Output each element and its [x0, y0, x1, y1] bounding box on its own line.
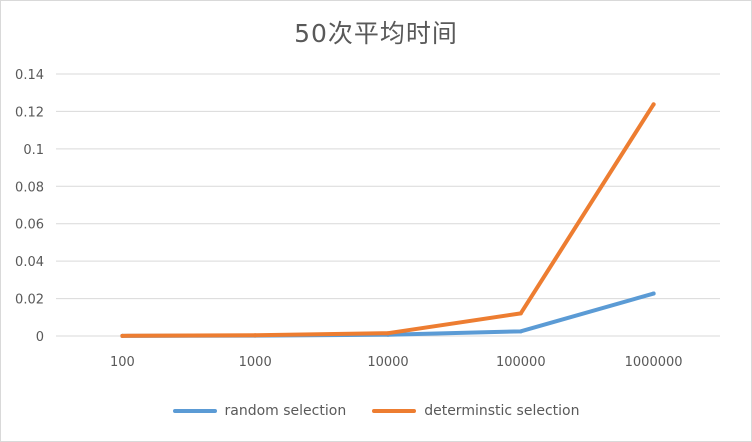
x-tick-label: 1000 [239, 355, 272, 370]
x-tick-label: 1000000 [625, 355, 683, 370]
data-point-determinstic-selection[interactable] [518, 311, 523, 316]
y-tick-label: 0.06 [15, 218, 44, 233]
chart-title: 50次平均时间 [294, 19, 458, 48]
legend-swatch-determinstic-selection [372, 409, 417, 413]
data-point-random-selection[interactable] [518, 329, 523, 334]
data-point-random-selection[interactable] [651, 291, 656, 296]
y-tick-label: 0.1 [23, 143, 44, 158]
data-point-determinstic-selection[interactable] [651, 102, 656, 107]
y-tick-label: 0.12 [15, 105, 44, 120]
x-tick-label: 100000 [496, 355, 546, 370]
y-tick-label: 0 [36, 330, 44, 345]
legend-label-determinstic-selection: determinstic selection [424, 403, 580, 419]
legend-label-random-selection: random selection [224, 403, 347, 419]
y-tick-label: 0.08 [15, 180, 44, 195]
legend-item-random-selection[interactable]: random selection [172, 403, 347, 419]
data-point-determinstic-selection[interactable] [120, 333, 125, 338]
series-line-determinstic-selection[interactable] [120, 102, 656, 338]
legend-item-determinstic-selection[interactable]: determinstic selection [372, 403, 579, 419]
y-tick-label: 0.14 [15, 68, 44, 83]
chart-legend: random selection determinstic selection [0, 400, 752, 422]
x-tick-label: 100 [110, 355, 135, 370]
y-tick-label: 0.04 [15, 255, 44, 270]
x-tick-label: 10000 [367, 355, 408, 370]
legend-swatch-random-selection [172, 409, 217, 413]
y-tick-label: 0.02 [15, 293, 44, 308]
data-point-determinstic-selection[interactable] [386, 331, 390, 336]
data-point-determinstic-selection[interactable] [253, 333, 258, 338]
series-line-random-selection[interactable] [120, 291, 656, 338]
